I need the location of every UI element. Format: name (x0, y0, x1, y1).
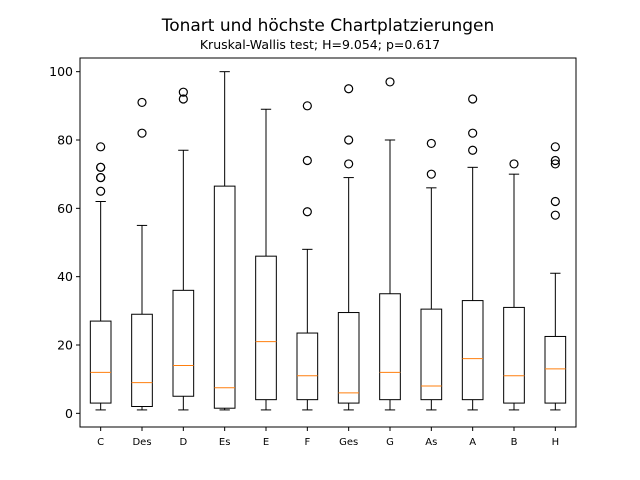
iqr-box (255, 255, 277, 401)
box-group-C (89, 142, 112, 411)
outlier-point (344, 84, 354, 94)
box-group-Es (213, 71, 236, 411)
box-group-As (420, 138, 443, 411)
x-tick-label: A (469, 437, 476, 448)
outlier-point (344, 159, 354, 169)
outlier-point (302, 207, 312, 217)
y-tick-label: 20 (57, 338, 73, 353)
outlier-point (426, 138, 436, 149)
x-tick-label: As (425, 437, 437, 448)
outlier-point (550, 155, 560, 166)
outlier-point (137, 128, 147, 138)
plot-area-frame (79, 57, 577, 428)
box-group-Des (131, 97, 153, 411)
outlier-point (137, 97, 147, 108)
y-axis: 0 20 40 60 80 100 (49, 64, 80, 421)
iqr-box (131, 313, 153, 407)
outlier-point (302, 155, 312, 166)
iqr-box (296, 332, 319, 401)
chart-subtitle: Kruskal-Wallis test; H=9.054; p=0.617 (200, 37, 440, 52)
box-series (89, 71, 567, 411)
box-group-H (544, 142, 567, 411)
box-group-B (503, 159, 525, 411)
x-tick-label: H (552, 437, 560, 448)
box-group-G (379, 77, 401, 411)
y-tick-label: 40 (57, 269, 73, 284)
x-tick-label: D (179, 437, 187, 448)
x-axis: C Des D Es E F Ges G As A B H (97, 427, 559, 448)
iqr-box (379, 293, 401, 401)
outlier-point (426, 169, 436, 179)
x-tick-label: F (304, 437, 310, 448)
iqr-box (172, 289, 195, 397)
x-tick-label: Es (219, 437, 231, 448)
box-group-D (172, 87, 195, 411)
outlier-point (550, 210, 560, 220)
x-tick-label: G (386, 437, 394, 448)
iqr-box (461, 300, 484, 401)
outlier-point (550, 159, 560, 169)
iqr-box (89, 320, 112, 404)
outlier-point (509, 159, 519, 169)
outlier-point (468, 94, 478, 104)
x-tick-label: Des (132, 437, 151, 448)
outlier-point (550, 196, 560, 207)
x-tick-label: Ges (339, 437, 358, 448)
y-tick-label: 0 (65, 406, 73, 421)
x-tick-label: C (97, 437, 104, 448)
iqr-box (503, 306, 525, 404)
iqr-box (337, 312, 360, 404)
y-tick-label: 60 (57, 201, 73, 216)
iqr-box (544, 335, 567, 404)
y-tick-label: 80 (57, 133, 73, 148)
box-group-F (296, 101, 319, 411)
x-tick-label: E (263, 437, 269, 448)
outlier-point (468, 128, 478, 138)
outlier-point (468, 145, 478, 155)
outlier-point (344, 135, 354, 145)
outlier-point (550, 142, 560, 152)
outlier-point (96, 142, 106, 152)
chart-title: Tonart und höchste Chartplatzierungen (161, 16, 495, 36)
outlier-point (178, 87, 188, 97)
outlier-point (96, 186, 106, 196)
box-group-E (255, 108, 277, 411)
y-tick-label: 100 (49, 64, 73, 79)
iqr-box (420, 308, 443, 401)
x-tick-label: B (511, 437, 518, 448)
box-group-A (461, 94, 484, 411)
box-group-Ges (337, 84, 360, 411)
outlier-point (385, 77, 395, 87)
outlier-point (96, 162, 106, 172)
outlier-point (96, 172, 106, 183)
outlier-point (178, 94, 188, 104)
outlier-point (302, 101, 312, 111)
iqr-box (213, 185, 236, 409)
